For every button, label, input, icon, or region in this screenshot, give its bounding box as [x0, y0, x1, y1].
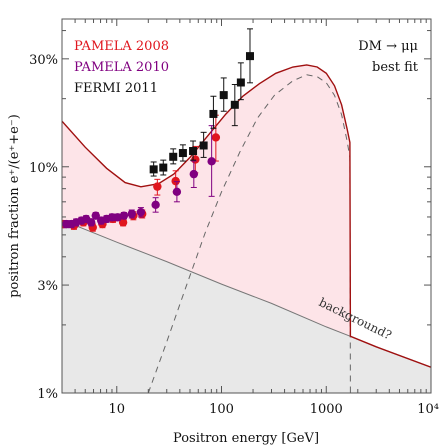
fermi-2011-point	[189, 147, 198, 156]
legend-entry-fermi-2011: FERMI 2011	[74, 81, 158, 96]
pamela-2010-point	[86, 218, 96, 227]
background-region	[62, 220, 431, 393]
pamela-2010-point	[119, 211, 129, 220]
fermi-2011-point	[159, 163, 168, 172]
pamela-2010-point	[127, 209, 136, 219]
y-tick-label: 10%	[29, 161, 58, 176]
pamela-2010-point	[172, 187, 182, 197]
model-annotation-line2: best fit	[372, 60, 419, 75]
fermi-2011-point	[209, 109, 218, 118]
plot-frame	[61, 18, 432, 394]
x-tick-label: 1000	[310, 402, 343, 417]
fermi-2011-point	[230, 100, 239, 109]
total-curve	[62, 64, 431, 368]
x-axis-label: Positron energy [GeV]	[173, 431, 319, 446]
x-tick-label: 10	[108, 402, 125, 417]
legend-entry-pamela-2010: PAMELA 2010	[74, 60, 169, 75]
y-tick-label: 1%	[37, 387, 58, 402]
fermi-2011-point	[169, 152, 178, 161]
fermi-2011-point	[236, 78, 245, 87]
fermi-2011-point	[245, 52, 254, 61]
pamela-2010-point	[136, 207, 146, 217]
fermi-2011-point	[178, 149, 187, 158]
legend: PAMELA 2008 PAMELA 2010 FERMI 2011	[74, 39, 169, 96]
pamela-2008-point	[191, 155, 200, 164]
x-tick-label: 10⁴	[417, 402, 439, 417]
legend-entry-pamela-2008: PAMELA 2008	[74, 39, 169, 54]
fermi-2011-point	[219, 91, 228, 100]
fermi-2011-point	[199, 141, 208, 150]
x-tick-label: 100	[209, 402, 234, 417]
pamela-2010-point	[207, 157, 216, 166]
pamela-2010-point	[189, 169, 199, 179]
pamela-2010-point	[151, 200, 160, 210]
model-annotation-line1: DM → μμ	[358, 39, 418, 54]
pamela-2008-point	[118, 218, 128, 227]
pamela-2008-point	[211, 133, 221, 142]
signal-curve	[147, 74, 351, 393]
pamela-2008-point	[153, 182, 162, 191]
fermi-2011-point	[149, 165, 158, 174]
pamela-2010-point	[91, 211, 100, 220]
y-tick-label: 3%	[37, 279, 58, 294]
signal-region	[62, 64, 351, 337]
y-axis-label: positron fraction e⁺/(e⁺+e⁻)	[7, 114, 22, 298]
y-tick-label: 30%	[29, 53, 58, 68]
